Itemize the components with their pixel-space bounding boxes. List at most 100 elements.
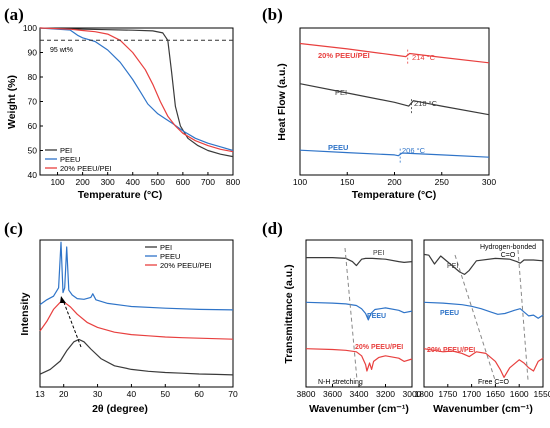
series-line-d-right-0 [423, 253, 544, 275]
series-line-d-left-2 [305, 348, 413, 372]
reference-label: 95 wt% [50, 47, 73, 54]
y-a-tick-label: 100 [23, 23, 37, 33]
series-line-b-0 [299, 42, 490, 64]
x-a-tick-label: 500 [151, 177, 165, 187]
x-d-right-tick-label: 1750 [438, 389, 457, 399]
series-line-a-1 [39, 27, 234, 152]
x-a-tick-label: 400 [126, 177, 140, 187]
series-group-c [39, 241, 234, 376]
x-d-right-tick-label: 1700 [462, 389, 481, 399]
x-b-tick-label: 300 [482, 177, 496, 187]
x-c-tick-label: 20 [59, 389, 69, 399]
y-a-tick-label: 50 [28, 146, 38, 156]
series-label-blend-d: 20% PEEU/PEI [355, 344, 403, 351]
panel-a-label: (a) [4, 5, 24, 24]
x-axis-title-c: 2θ (degree) [92, 403, 148, 415]
panel-c: (c) 13 20 30 40 50 60 70 2θ (degree) Intensity… [4, 219, 238, 415]
annotation-hbonded-2: C=O [501, 252, 516, 259]
legend-label-pei-c: PEI [160, 243, 172, 252]
y-axis-title-a: Weight (%) [6, 75, 18, 129]
x-c-tick-label: 70 [228, 389, 238, 399]
legend-label-blend-c: 20% PEEU/PEI [160, 261, 212, 270]
x-c-tick-label: 40 [127, 389, 137, 399]
series-group-b [299, 42, 490, 163]
panel-b: (b) 100 150 200 250 300 20% PEEU/PEI 214 °C … [262, 5, 496, 201]
panel-a: (a) 100 200 300 400 500 600 700 800 40 50 60 70 80 90… [4, 5, 240, 201]
series-label-pei-b: PEI [335, 88, 347, 97]
x-c-tick-label: 30 [93, 389, 103, 399]
x-b-tick-label: 250 [435, 177, 449, 187]
x-d-left-tick-label: 3600 [323, 389, 342, 399]
series-label-peeu-d2: PEEU [440, 310, 459, 317]
x-axis-title-d-right: Wavenumber (cm⁻¹) [433, 403, 533, 415]
panel-d-label: (d) [262, 219, 283, 238]
shift-arrow-head [60, 296, 66, 303]
y-a-tick-label: 90 [28, 48, 38, 58]
x-a-tick-label: 300 [101, 177, 115, 187]
series-label-blend-b: 20% PEEU/PEI [318, 51, 370, 60]
x-a-tick-label: 600 [176, 177, 190, 187]
series-label-pei-d2: PEI [447, 263, 458, 270]
x-d-left-tick-label: 3200 [376, 389, 395, 399]
series-group-a [39, 27, 234, 158]
series-label-peeu-d: PEEU [367, 313, 386, 320]
guide-hbonded-co [517, 249, 529, 381]
legend-label-pei: PEI [60, 146, 72, 155]
tg-label-peeu: 206 °C [402, 146, 426, 155]
x-c-tick-label: 50 [161, 389, 171, 399]
y-a-tick-label: 80 [28, 72, 38, 82]
axis-ticks-b: 100 150 200 250 300 [293, 172, 496, 187]
y-a-tick-label: 40 [28, 170, 38, 180]
plot-frame-c [39, 239, 234, 388]
x-axis-title-b: Temperature (°C) [352, 189, 437, 201]
series-label-pei-d: PEI [373, 250, 384, 257]
x-a-tick-label: 100 [50, 177, 64, 187]
axis-ticks-c: 13 20 30 40 50 60 70 [35, 384, 238, 399]
plot-frame-d-right [423, 239, 544, 388]
axis-ticks-a: 100 200 300 400 500 600 700 800 40 50 60 70 80 90 100 [23, 23, 241, 187]
tg-label-pei: 218 °C [414, 99, 438, 108]
legend-a: PEI PEEU 20% PEEU/PEI [45, 146, 112, 173]
series-line-b-1 [299, 83, 490, 116]
series-line-d-left-1 [305, 301, 413, 321]
series-label-blend-d2: 20% PEEU/PEI [427, 347, 475, 354]
x-d-left-tick-label: 3800 [297, 389, 316, 399]
x-b-tick-label: 200 [387, 177, 401, 187]
series-line-c-2 [39, 301, 234, 340]
x-d-right-tick-label: 1800 [415, 389, 434, 399]
series-line-c-0 [39, 338, 234, 376]
x-c-tick-label: 13 [35, 389, 45, 399]
tg-label-blend: 214 °C [412, 53, 436, 62]
annotation-nh: N-H stretching [318, 379, 363, 386]
guide-nh [344, 247, 358, 381]
y-a-tick-label: 70 [28, 97, 38, 107]
legend-label-peeu: PEEU [60, 155, 80, 164]
x-a-tick-label: 800 [226, 177, 240, 187]
y-axis-title-b: Heat Flow (a.u.) [276, 63, 288, 141]
series-line-d-right-2 [423, 348, 544, 378]
y-axis-title-d: Transmittance (a.u.) [283, 264, 295, 363]
panel-b-label: (b) [262, 5, 283, 24]
x-axis-title-d-left: Wavenumber (cm⁻¹) [309, 403, 409, 415]
x-b-tick-label: 150 [340, 177, 354, 187]
legend-label-blend: 20% PEEU/PEI [60, 164, 112, 173]
x-d-left-tick-label: 3000 [403, 389, 422, 399]
panel-c-label: (c) [4, 219, 23, 238]
y-axis-title-c: Intensity [19, 292, 31, 335]
series-line-a-2 [39, 27, 234, 153]
annotation-free-co: Free C=O [478, 379, 509, 386]
legend-c: PEI PEEU 20% PEEU/PEI [145, 243, 212, 270]
x-a-tick-label: 200 [76, 177, 90, 187]
y-a-tick-label: 60 [28, 121, 38, 131]
guide-free-co [454, 254, 496, 381]
series-line-a-0 [39, 27, 234, 158]
x-c-tick-label: 60 [194, 389, 204, 399]
x-a-tick-label: 700 [201, 177, 215, 187]
series-line-b-2 [299, 149, 490, 158]
series-group-d [305, 253, 544, 378]
series-line-d-left-0 [306, 257, 413, 267]
series-line-d-right-1 [423, 301, 544, 319]
